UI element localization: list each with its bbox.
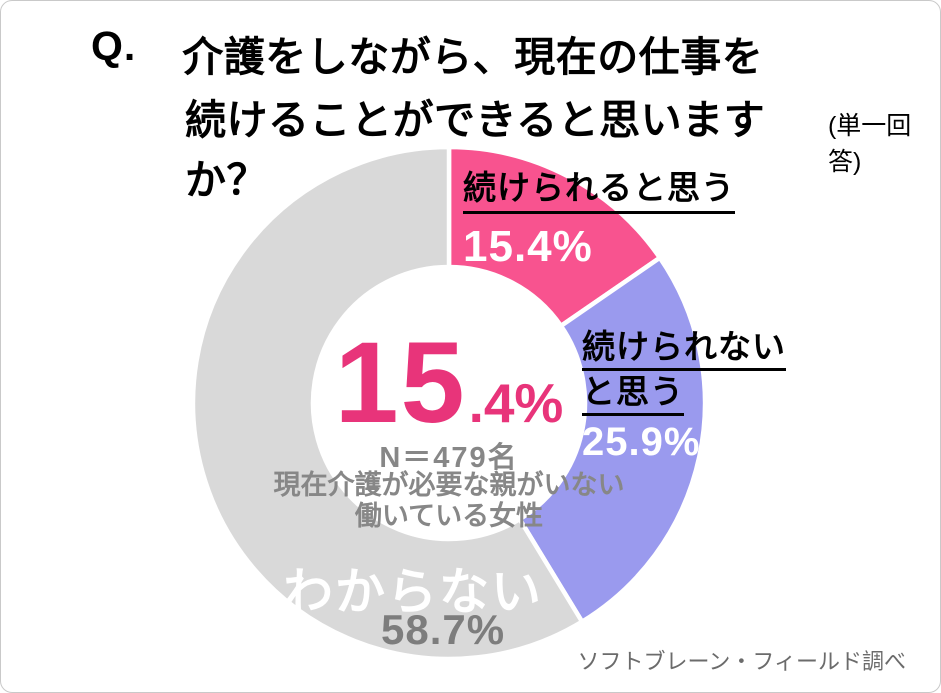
label-cannot-continue-line2: と思う [582,373,684,416]
source-credit: ソフトブレーン・フィールド調べ [577,649,906,674]
label-can-continue-pct: 15.4% [463,222,593,271]
label-cannot-continue: 続けられない と思う 25.9% [582,328,786,465]
label-can-continue: 続けられると思う 15.4% [463,161,735,272]
center-big-number: 15 [334,319,467,447]
center-callout: 15 .4% [249,319,649,447]
label-cannot-continue-line1: 続けられない [582,328,786,371]
title-line1: 介護をしながら、現在の仕事を [182,34,764,80]
label-unknown-text: わからない [283,564,543,620]
sample-desc-line2: 働いている女性 [354,501,544,531]
title-line2: 続けることができると思いますか？ [185,97,766,203]
donut-slice-0 [446,144,663,329]
center-small-number: .4% [468,372,564,434]
label-cannot-continue-pct: 25.9% [582,419,701,464]
donut-slice-2 [190,144,585,662]
label-unknown-pct: 58.7% [381,606,506,653]
sample-desc-line1: 現在介護が必要な親がいない [273,470,625,500]
title-note: (単一回答) [827,112,912,176]
label-can-continue-text: 続けられると思う [463,161,735,214]
chart-title: Q. 介護をしながら、現在の仕事を 続けることができると思いますか？ (単一回答… [91,23,940,206]
title-q-prefix: Q. [91,23,137,69]
sample-size: N＝479名 [379,442,519,474]
